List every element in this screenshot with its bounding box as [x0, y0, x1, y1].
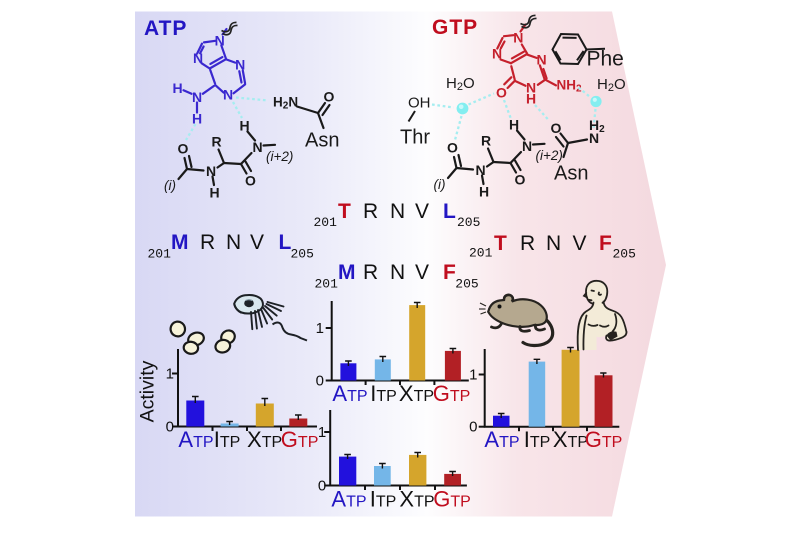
svg-text:H: H	[209, 185, 219, 201]
svg-text:O: O	[178, 141, 189, 157]
svg-text:201: 201	[314, 215, 338, 230]
svg-text:M: M	[338, 261, 356, 284]
svg-text:H: H	[192, 111, 202, 127]
svg-text:201: 201	[315, 277, 339, 292]
svg-text:1: 1	[316, 320, 324, 337]
svg-text:H2O: H2O	[446, 75, 475, 93]
svg-text:T: T	[338, 200, 351, 223]
svg-text:H: H	[172, 80, 182, 96]
svg-text:N: N	[589, 130, 599, 146]
svg-text:ATP: ATP	[484, 427, 519, 452]
svg-text:(i+2): (i+2)	[266, 149, 293, 164]
svg-text:ATP: ATP	[332, 381, 367, 406]
svg-text:V: V	[573, 232, 587, 255]
svg-text:Phe: Phe	[587, 48, 624, 71]
svg-text:N: N	[206, 163, 216, 179]
svg-text:Thr: Thr	[400, 127, 430, 149]
svg-text:1: 1	[469, 367, 477, 384]
svg-text:XTP: XTP	[553, 427, 588, 452]
svg-text:N: N	[492, 46, 502, 62]
svg-text:1: 1	[318, 424, 326, 441]
svg-text:N: N	[390, 261, 405, 284]
svg-text:L: L	[443, 200, 456, 223]
svg-text:O: O	[551, 120, 562, 136]
svg-text:R: R	[363, 261, 378, 284]
svg-text:0: 0	[318, 478, 326, 495]
svg-text:GTP: GTP	[281, 427, 319, 452]
svg-text:OH: OH	[408, 95, 431, 112]
svg-text:ATP: ATP	[331, 487, 366, 512]
svg-text:0: 0	[166, 419, 174, 436]
svg-text:1: 1	[166, 366, 174, 383]
svg-text:ITP: ITP	[370, 487, 397, 512]
svg-text:F: F	[443, 261, 456, 284]
svg-text:Activity: Activity	[137, 360, 159, 422]
svg-text:201: 201	[148, 247, 172, 262]
svg-text:205: 205	[613, 247, 636, 262]
svg-text:XTP: XTP	[399, 487, 434, 512]
svg-text:F: F	[599, 232, 612, 255]
svg-text:R: R	[363, 200, 378, 223]
svg-text:201: 201	[469, 246, 493, 261]
svg-text:V: V	[250, 231, 264, 254]
svg-text:GTP: GTP	[585, 427, 623, 452]
svg-text:N: N	[536, 52, 546, 68]
svg-text:N: N	[235, 57, 245, 73]
svg-text:205: 205	[291, 247, 314, 262]
svg-text:R: R	[520, 232, 535, 255]
svg-text:ITP: ITP	[214, 427, 241, 452]
svg-text:H: H	[526, 91, 536, 107]
svg-text:GTP: GTP	[433, 487, 471, 512]
svg-text:205: 205	[455, 277, 478, 292]
svg-text:N: N	[513, 30, 523, 46]
svg-text:N: N	[192, 89, 202, 105]
svg-text:N: N	[526, 80, 536, 96]
svg-text:N: N	[546, 232, 561, 255]
svg-text:ITP: ITP	[370, 381, 397, 406]
svg-text:O: O	[496, 85, 507, 101]
svg-text:N: N	[390, 200, 405, 223]
svg-text:R: R	[211, 134, 221, 150]
svg-text:H: H	[239, 118, 249, 134]
svg-text:N: N	[215, 32, 225, 48]
svg-text:T: T	[494, 232, 507, 255]
svg-text:V: V	[415, 261, 429, 284]
svg-text:ATP: ATP	[178, 427, 213, 452]
svg-text:N: N	[223, 87, 233, 103]
svg-text:N: N	[252, 139, 262, 155]
svg-text:N: N	[226, 231, 241, 254]
svg-text:(i): (i)	[164, 178, 176, 193]
svg-text:V: V	[415, 200, 429, 223]
svg-text:Asn: Asn	[305, 130, 339, 152]
svg-text:GTP: GTP	[432, 16, 478, 39]
svg-text:H2O: H2O	[597, 76, 626, 94]
svg-text:ITP: ITP	[524, 427, 551, 452]
svg-text:M: M	[171, 231, 189, 254]
svg-text:ATP: ATP	[144, 17, 187, 40]
svg-text:XTP: XTP	[399, 381, 434, 406]
svg-text:GTP: GTP	[433, 381, 471, 406]
svg-text:Asn: Asn	[554, 163, 588, 185]
svg-text:R: R	[200, 231, 215, 254]
svg-text:O: O	[324, 89, 335, 105]
svg-text:XTP: XTP	[247, 427, 282, 452]
svg-text:L: L	[279, 231, 292, 254]
svg-text:H2N: H2N	[273, 95, 298, 112]
svg-text:0: 0	[316, 373, 324, 390]
svg-text:205: 205	[457, 215, 480, 230]
svg-text:0: 0	[469, 419, 477, 436]
svg-text:N: N	[193, 50, 203, 66]
svg-text:O: O	[245, 173, 256, 189]
